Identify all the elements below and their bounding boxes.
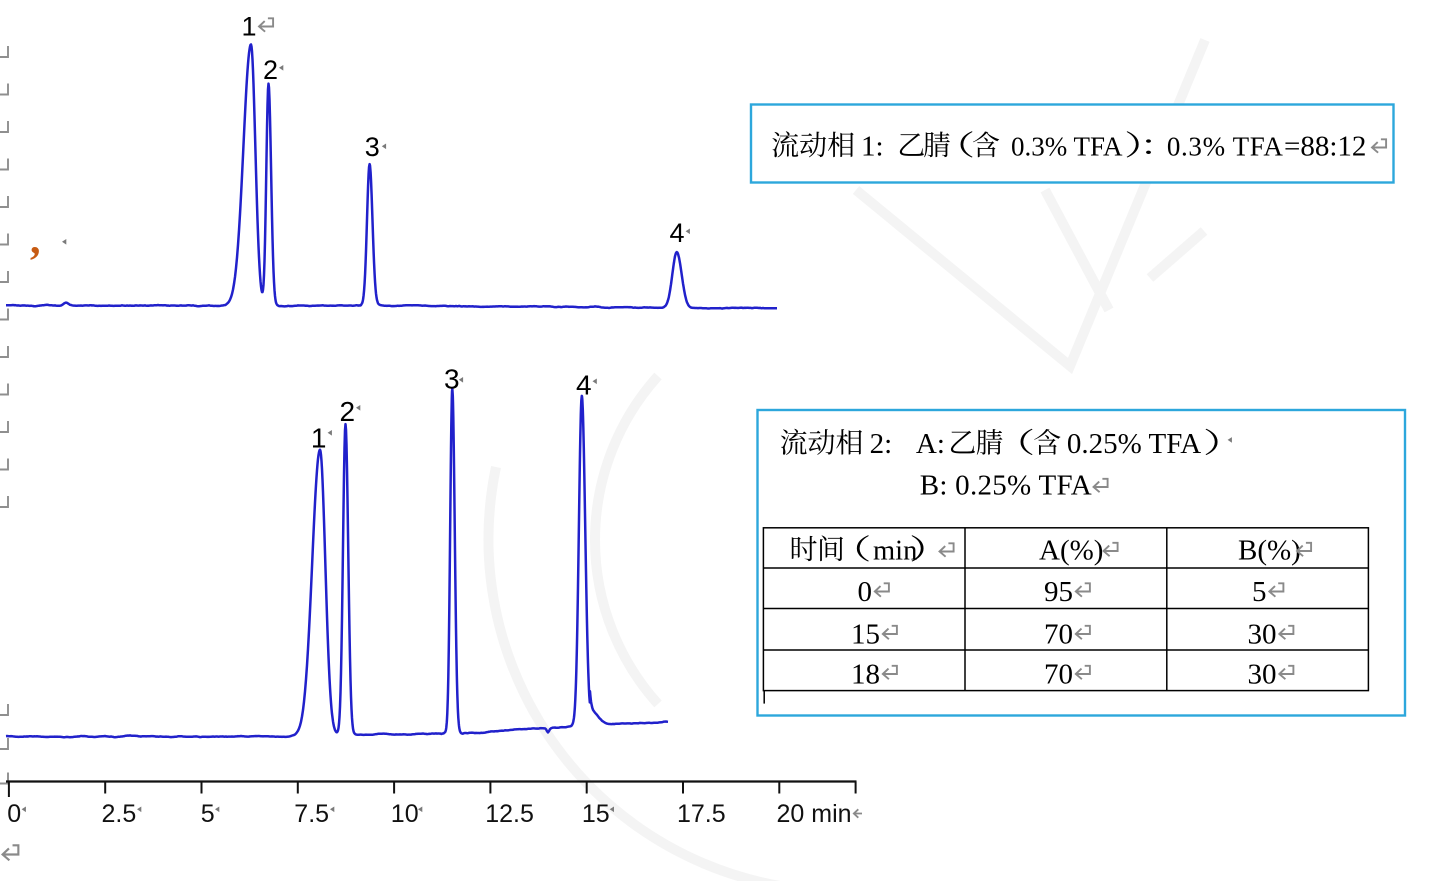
svg-text:4: 4 xyxy=(576,370,592,401)
svg-text:1: 1 xyxy=(311,423,327,454)
svg-text:2: 2 xyxy=(263,55,278,85)
svg-text:30: 30 xyxy=(1248,619,1277,651)
svg-text:20 min: 20 min xyxy=(777,800,852,828)
svg-text:0: 0 xyxy=(858,576,873,608)
svg-text:2: 2 xyxy=(340,396,356,427)
svg-text:12.5: 12.5 xyxy=(485,800,534,828)
svg-text:15: 15 xyxy=(851,619,880,651)
svg-text:5: 5 xyxy=(1252,576,1267,608)
svg-text:2.5: 2.5 xyxy=(102,800,137,828)
svg-text:70: 70 xyxy=(1044,659,1073,691)
svg-text:15: 15 xyxy=(582,800,610,828)
svg-text:3: 3 xyxy=(444,364,460,395)
svg-text:B: 0.25% TFA: B: 0.25% TFA xyxy=(920,470,1092,502)
svg-text:95: 95 xyxy=(1044,576,1073,608)
svg-text:A(%): A(%) xyxy=(1039,535,1103,567)
svg-text:A:: A: xyxy=(916,428,945,460)
svg-text:min: min xyxy=(873,536,917,567)
svg-text:4: 4 xyxy=(670,218,685,248)
svg-text:18: 18 xyxy=(851,659,880,691)
svg-text:7.5: 7.5 xyxy=(294,800,329,828)
svg-text:,: , xyxy=(30,217,41,263)
svg-text:B(%): B(%) xyxy=(1238,535,1301,567)
svg-text:0.25% TFA: 0.25% TFA xyxy=(1067,428,1201,460)
svg-text:3: 3 xyxy=(365,132,380,162)
svg-text:1: 1 xyxy=(242,12,257,42)
svg-text:=88:12: =88:12 xyxy=(1284,131,1366,163)
svg-text:2:: 2: xyxy=(870,428,893,460)
svg-text:17.5: 17.5 xyxy=(677,800,726,828)
svg-text:70: 70 xyxy=(1044,619,1073,651)
svg-text:0.3% TFA: 0.3% TFA xyxy=(1011,132,1123,162)
svg-text:30: 30 xyxy=(1248,659,1277,691)
svg-text:1:: 1: xyxy=(861,131,884,163)
svg-text:0: 0 xyxy=(7,800,21,828)
svg-text:0.3% TFA: 0.3% TFA xyxy=(1167,132,1284,162)
svg-text:10: 10 xyxy=(391,800,419,828)
svg-text:5: 5 xyxy=(201,800,215,828)
